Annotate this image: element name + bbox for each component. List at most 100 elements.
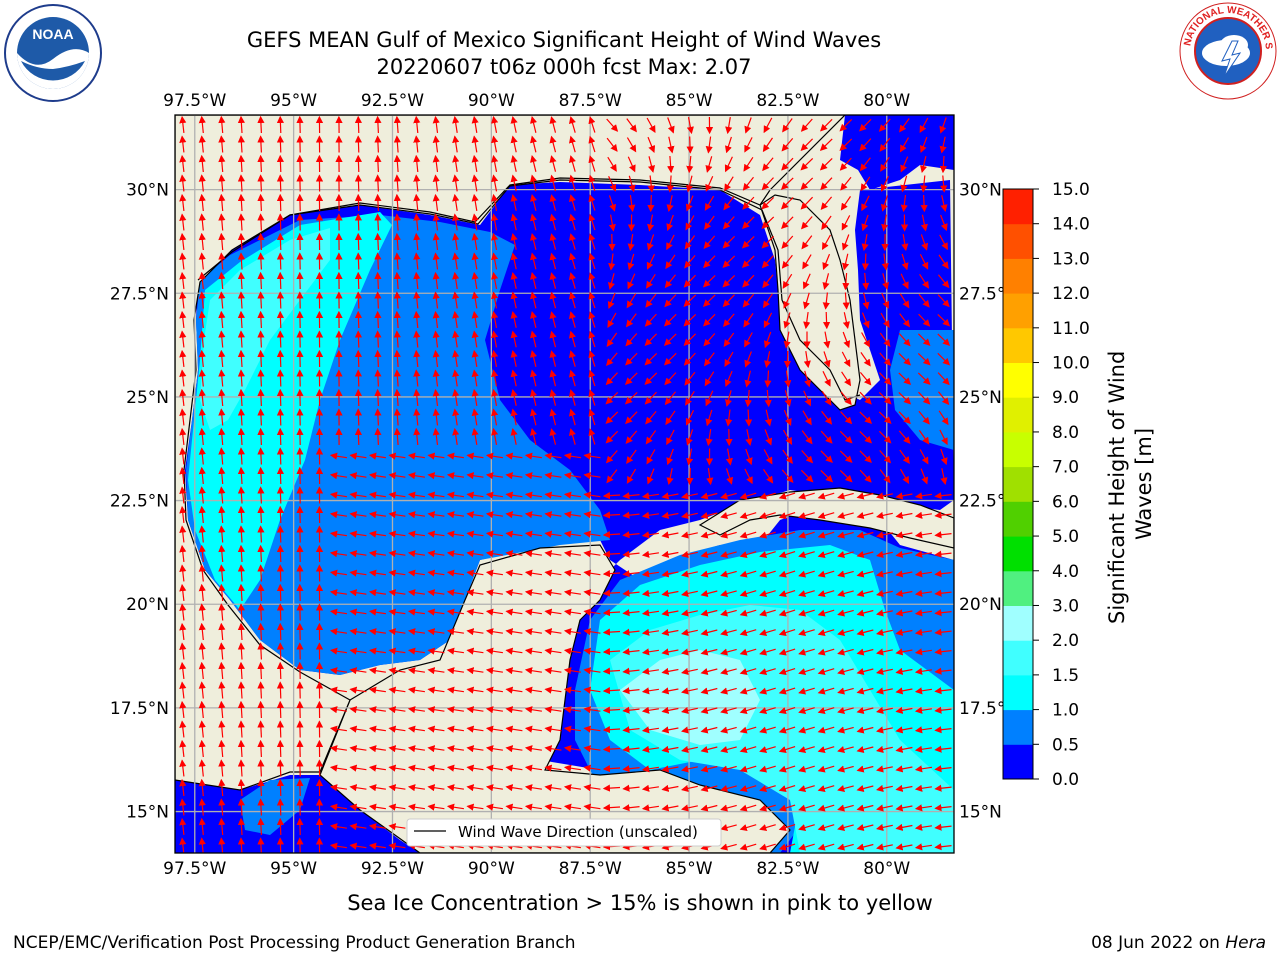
wind-arrow [817,531,835,539]
colorbar-segment [1003,605,1033,641]
colorbar-segment [1003,709,1033,745]
wind-arrow [934,531,952,539]
wind-arrow [452,213,460,231]
wind-arrow [801,235,813,250]
wind-arrow [899,293,910,309]
wind-arrow [800,138,814,152]
wind-arrow [705,429,713,447]
wind-arrow [588,135,596,153]
wind-arrow [763,312,773,329]
wind-arrow [624,391,638,405]
wind-arrow [446,550,464,558]
wind-arrow [934,550,952,558]
wind-arrow [413,232,421,251]
wind-arrow [859,469,872,483]
wind-arrow [667,117,675,134]
wind-arrow [899,313,911,328]
wind-arrow [934,492,952,500]
pacific-wave-region [175,775,420,853]
wind-arrow [842,272,850,291]
wind-arrow [608,253,616,271]
wind-arrow [179,330,187,348]
wind-arrow [276,427,285,446]
wind-arrow [218,525,226,543]
wind-arrow [491,135,499,153]
wind-arrow [530,428,538,445]
wind-arrow [605,411,619,424]
colorbar-tick-label: 14.0 [1052,215,1090,235]
wind-arrow [276,525,285,543]
wind-arrow [588,194,596,211]
wind-arrow [934,570,952,578]
wind-arrow [179,525,187,543]
lat-tick-label: 20°N [959,595,1002,615]
wind-arrow [583,511,601,519]
wind-arrow [644,333,658,347]
wind-arrow [452,115,460,133]
wind-arrow [368,550,386,558]
wind-arrow [720,531,737,539]
wind-arrow [880,156,890,172]
wind-arrow [491,115,499,134]
wind-arrow [568,369,576,387]
wind-arrow [588,213,596,231]
wind-arrow [684,371,696,386]
wind-arrow [257,720,265,738]
wind-arrow [842,312,850,329]
wind-arrow [588,369,596,387]
wind-arrow [778,531,796,539]
wind-arrow [452,427,460,445]
wind-arrow [878,411,892,424]
wind-arrow [700,512,718,519]
wind-arrow [801,430,813,445]
wind-arrow [237,408,245,426]
wind-arrow [218,486,226,504]
wind-arrow [485,511,503,519]
wind-arrow [354,369,363,387]
colorbar-tick-label: 11.0 [1052,319,1090,339]
yucatan-land [319,544,791,853]
wind-arrow [568,330,576,348]
wind-arrow [563,452,581,460]
lon-tick-label: 97.5°W [163,91,226,111]
wind-arrow [471,115,479,133]
wind-arrow [198,408,206,426]
wind-arrow [622,531,640,539]
colorbar-label: Significant Height of Wind Waves [m] [1105,344,1156,624]
wind-arrow [761,235,775,249]
wind-arrow [471,154,479,172]
wind-arrow [452,408,460,426]
wind-arrow [900,156,909,173]
wind-arrow [821,410,833,425]
lon-tick-label: 87.5°W [559,859,622,879]
colorbar-tick-label: 3.0 [1052,596,1079,616]
wind-arrow [764,351,772,368]
wind-arrow [257,349,265,368]
wind-arrow [549,233,557,250]
wind-arrow [920,194,928,213]
wind-arrow [917,352,931,366]
wind-arrow [820,196,833,211]
wind-arrow [876,570,893,578]
colorbar-segment [1003,223,1033,259]
wind-arrow [938,410,949,426]
wind-arrow [276,720,285,738]
lon-tick-label: 80°W [863,859,910,879]
wind-arrow [452,154,460,172]
wind-arrow [393,115,401,134]
wind-arrow [549,174,557,192]
wind-arrow [276,408,285,426]
wind-arrow [568,408,576,426]
wind-arrow [856,492,874,500]
wind-arrow [622,492,640,500]
wind-arrow [452,349,460,367]
wind-arrow [524,491,542,499]
wind-arrow [505,550,523,558]
wind-arrow [939,136,947,154]
wind-arrow [446,530,464,538]
wind-arrow [778,492,796,500]
colorbar-tick-label: 2.0 [1052,631,1079,651]
wind-arrow [841,215,851,231]
wind-arrow [859,372,872,386]
chart-title: GEFS MEAN Gulf of Mexico Significant Hei… [246,28,882,52]
